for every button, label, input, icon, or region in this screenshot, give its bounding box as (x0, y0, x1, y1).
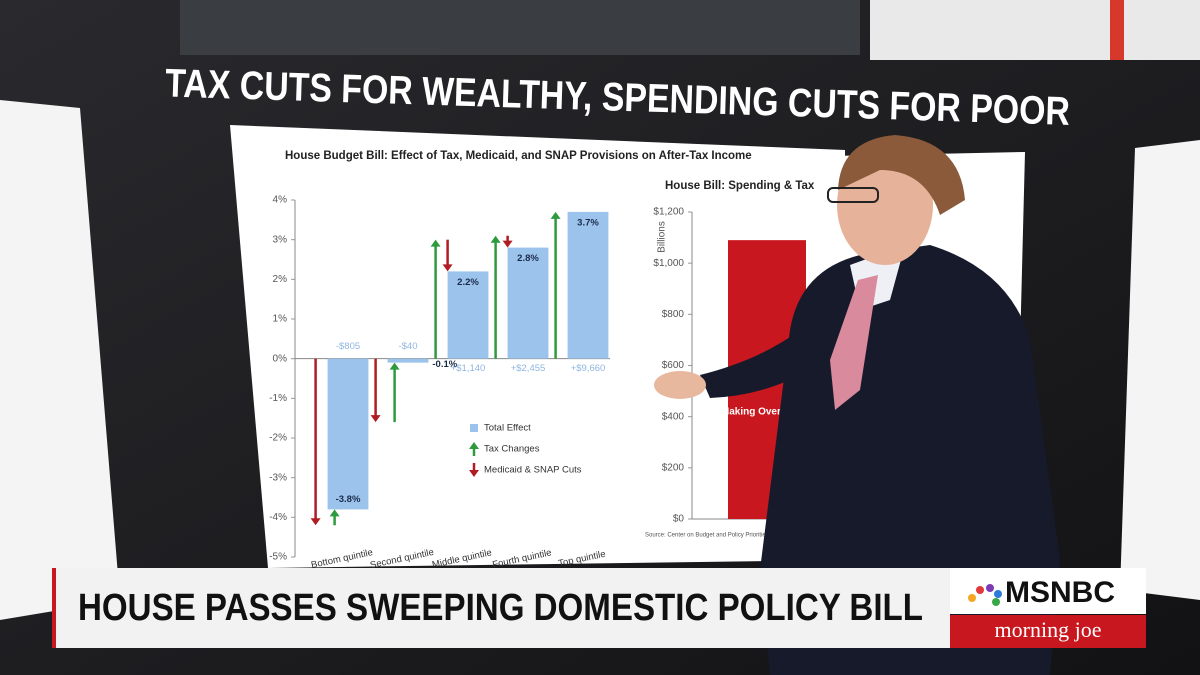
value-label: 2.2% (457, 277, 479, 288)
bar (567, 211, 609, 359)
bar-annotation: Making Over $500K (721, 407, 814, 418)
presenter (654, 135, 1060, 675)
tax-arrow-head (550, 211, 561, 219)
dollar-label: +$2,455 (511, 363, 546, 374)
value-label: 3.7% (577, 217, 599, 228)
y-axis-label: Billions (657, 221, 668, 253)
source-note: Source: Center on Budget and Policy Prio… (645, 533, 777, 539)
y-tick-label: -2% (269, 433, 287, 444)
studio-wall (870, 0, 1200, 60)
legend-arrow-head (469, 470, 479, 477)
y-tick-label: $800 (662, 309, 685, 320)
chart-title: House Budget Bill: Effect of Tax, Medica… (285, 150, 752, 162)
cut-arrow-head (502, 240, 513, 248)
y-tick-label: $1,200 (653, 207, 684, 218)
value-label: -3.8% (336, 494, 361, 505)
legend-swatch (470, 424, 478, 432)
tax-arrow-head (329, 509, 340, 517)
legend-label: Tax Changes (484, 444, 540, 455)
dollar-label: +$9,660 (571, 363, 606, 374)
y-tick-label: $0 (673, 514, 685, 525)
y-tick-label: $400 (662, 411, 685, 422)
cut-arrow-head (442, 264, 453, 272)
show-name: morning joe (995, 617, 1102, 642)
value-label: 2.8% (517, 253, 539, 264)
bar (507, 247, 549, 359)
wall-stripe (1110, 0, 1124, 60)
hair (838, 135, 965, 215)
left-screen (0, 100, 120, 620)
upper-monitor (180, 0, 860, 55)
glasses (827, 187, 879, 203)
hand (654, 371, 706, 399)
y-tick-label: -5% (269, 552, 287, 563)
bar (447, 271, 489, 359)
cut-arrow-head (310, 518, 321, 526)
right-screen (1120, 140, 1200, 600)
legend-label: Total Effect (484, 423, 531, 434)
legend-arrow-head (469, 442, 479, 449)
tax-arrow-head (430, 239, 441, 247)
y-tick-label: $600 (662, 360, 685, 371)
y-tick-label: -1% (269, 393, 287, 404)
y-tick-label: 3% (273, 234, 288, 245)
dollar-label: -$40 (398, 341, 417, 352)
y-tick-label: $200 (662, 462, 685, 473)
y-tick-label: 4% (273, 195, 288, 206)
y-tick-label: 0% (273, 353, 288, 364)
value-label: -0.1% (432, 359, 457, 370)
chyron-text: HOUSE PASSES SWEEPING DOMESTIC POLICY BI… (78, 587, 923, 629)
legend-label: Medicaid & SNAP Cuts (484, 465, 582, 476)
y-tick-label: 1% (273, 314, 288, 325)
bar (387, 358, 429, 363)
y-tick-label: -4% (269, 512, 287, 523)
tax-arrow-head (389, 362, 400, 370)
chyron-bar (52, 568, 950, 648)
cut-arrow-head (370, 415, 381, 423)
peacock-logo (968, 584, 1002, 606)
dollar-label: -$805 (336, 341, 360, 352)
tax-arrow-head (490, 235, 501, 243)
arm (700, 330, 830, 398)
y-tick-label: 2% (273, 274, 288, 285)
chart-title: House Bill: Spending & Tax (665, 180, 815, 192)
chyron-accent (52, 568, 56, 648)
bar (327, 358, 369, 510)
tie (830, 275, 878, 410)
show-box (950, 615, 1146, 648)
network-logo: MSNBC (1005, 576, 1115, 609)
dollar-label: +$1,140 (451, 363, 486, 374)
y-tick-label: -3% (269, 472, 287, 483)
y-tick-label: $1,000 (653, 258, 684, 269)
